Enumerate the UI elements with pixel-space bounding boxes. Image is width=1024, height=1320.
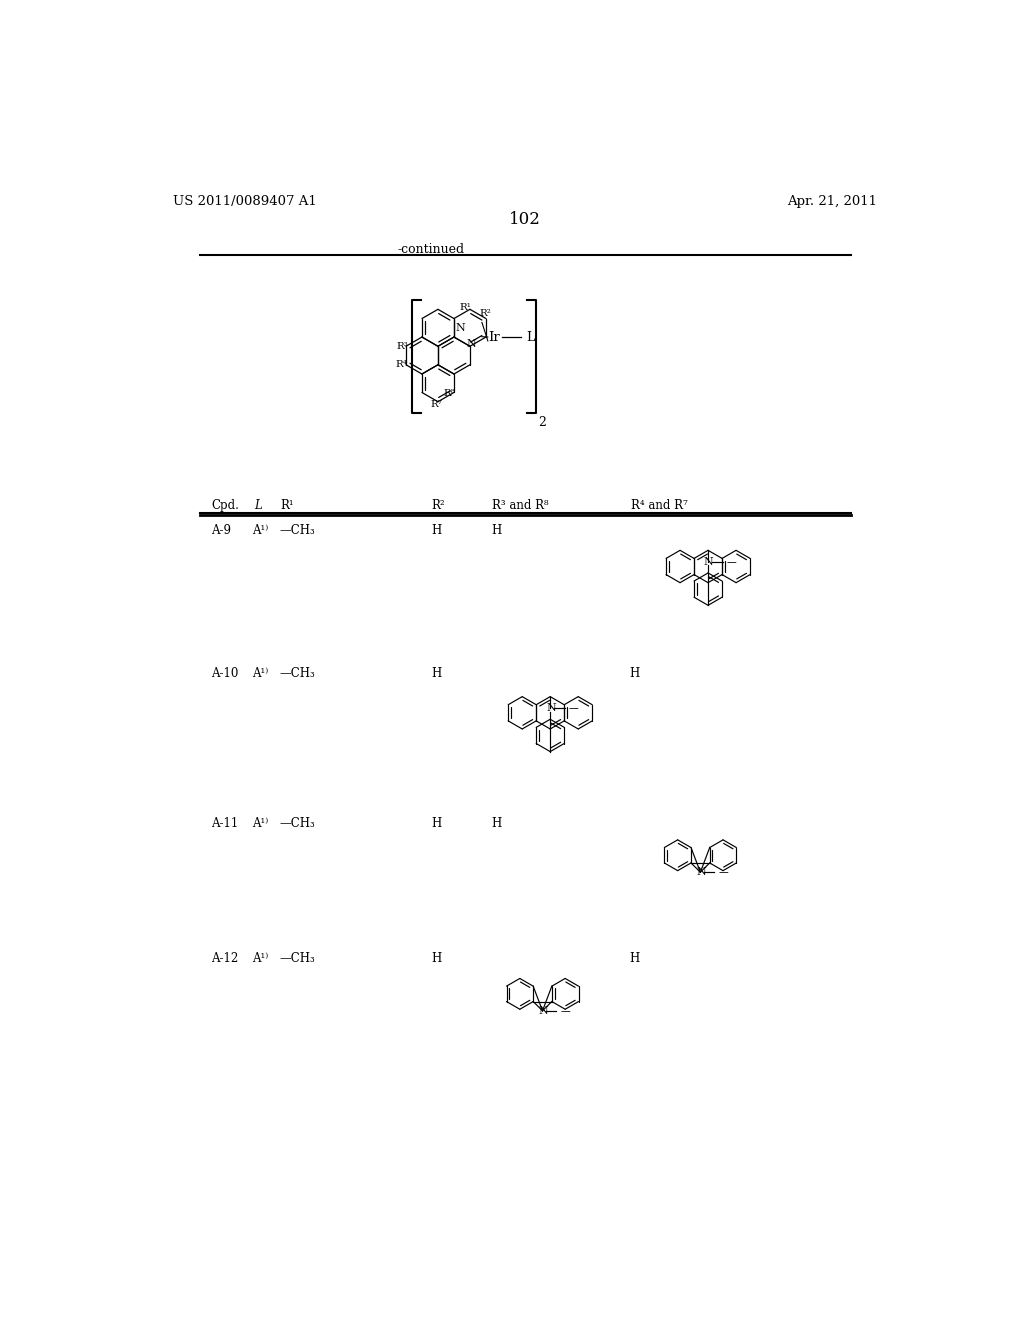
Text: N: N [456, 323, 465, 333]
Text: A-11: A-11 [211, 817, 239, 830]
Text: H: H [431, 952, 441, 965]
Text: A-12: A-12 [211, 952, 239, 965]
Text: A¹⁾: A¹⁾ [252, 524, 268, 537]
Text: R³: R³ [396, 342, 409, 351]
Text: —: — [726, 557, 736, 566]
Text: L: L [254, 499, 261, 512]
Text: —CH₃: —CH₃ [280, 524, 315, 537]
Text: 102: 102 [509, 211, 541, 228]
Text: R⁷: R⁷ [430, 400, 442, 409]
Text: R¹: R¹ [281, 499, 294, 512]
Text: A-9: A-9 [211, 524, 231, 537]
Text: H: H [490, 524, 501, 537]
Text: -continued: -continued [397, 243, 465, 256]
Text: N: N [466, 339, 476, 350]
Text: N: N [539, 1006, 548, 1016]
Text: US 2011/0089407 A1: US 2011/0089407 A1 [173, 195, 316, 209]
Text: R⁸: R⁸ [443, 389, 455, 397]
Text: R³ and R⁸: R³ and R⁸ [493, 499, 549, 512]
Text: Ir: Ir [488, 330, 500, 343]
Text: N: N [546, 704, 556, 713]
Text: —: — [718, 867, 728, 878]
Text: R⁴: R⁴ [395, 360, 408, 370]
Text: R²: R² [479, 309, 492, 318]
Text: Cpd.: Cpd. [211, 499, 240, 512]
Text: —CH₃: —CH₃ [280, 667, 315, 680]
Text: H: H [490, 817, 501, 830]
Text: H: H [630, 667, 640, 680]
Text: R⁴ and R⁷: R⁴ and R⁷ [631, 499, 688, 512]
Text: —: — [560, 1006, 570, 1016]
Text: N: N [703, 557, 714, 566]
Text: A-10: A-10 [211, 667, 239, 680]
Text: N: N [696, 867, 706, 878]
Text: H: H [630, 952, 640, 965]
Text: —: — [568, 704, 579, 713]
Text: Apr. 21, 2011: Apr. 21, 2011 [787, 195, 878, 209]
Text: A¹⁾: A¹⁾ [252, 952, 268, 965]
Text: —CH₃: —CH₃ [280, 817, 315, 830]
Text: A¹⁾: A¹⁾ [252, 667, 268, 680]
Text: H: H [431, 817, 441, 830]
Text: 2: 2 [539, 416, 547, 429]
Text: —CH₃: —CH₃ [280, 952, 315, 965]
Text: H: H [431, 524, 441, 537]
Text: A¹⁾: A¹⁾ [252, 817, 268, 830]
Text: R²: R² [431, 499, 444, 512]
Text: L: L [526, 330, 535, 343]
Text: R¹: R¹ [460, 304, 471, 312]
Text: H: H [431, 667, 441, 680]
